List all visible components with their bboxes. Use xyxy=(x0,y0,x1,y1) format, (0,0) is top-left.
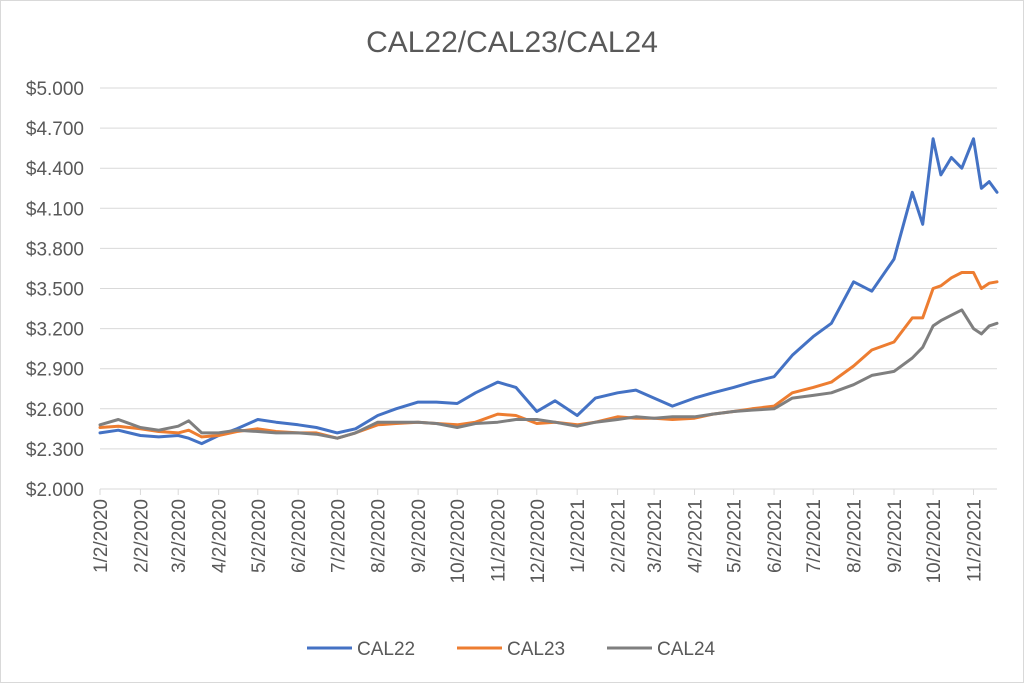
y-tick-label: $4.400 xyxy=(26,159,84,180)
y-tick-label: $2.300 xyxy=(26,440,84,461)
x-tick-label: 9/2/2021 xyxy=(885,499,906,573)
y-tick-label: $2.000 xyxy=(26,480,84,501)
x-tick-label: 7/2/2020 xyxy=(328,499,349,573)
axes xyxy=(99,488,997,495)
x-tick-label: 11/2/2020 xyxy=(489,499,510,582)
series-line-cal23 xyxy=(98,271,999,440)
y-tick-label: $4.700 xyxy=(26,119,84,140)
x-tick-label: 4/2/2021 xyxy=(686,499,707,573)
y-tick-label: $3.200 xyxy=(26,320,84,341)
x-tick-label: 10/2/2020 xyxy=(448,499,469,584)
x-tick-label: 8/2/2020 xyxy=(369,499,390,573)
chart-title: CAL22/CAL23/CAL24 xyxy=(366,26,658,59)
y-tick-label: $2.600 xyxy=(26,400,84,421)
x-tick-label: 12/2/2020 xyxy=(528,499,549,584)
x-tick-label: 2/2/2020 xyxy=(131,499,152,573)
y-tick-label: $3.800 xyxy=(26,239,84,260)
x-tick-label: 7/2/2021 xyxy=(804,499,825,573)
x-axis-tick-labels: 1/2/2020 2/2/2020 3/2/2020 4/2/2020 5/2/2020… xyxy=(91,499,986,584)
x-tick-label: 9/2/2020 xyxy=(409,499,430,573)
legend-label-cal24: CAL24 xyxy=(657,639,716,660)
x-tick-label: 5/2/2020 xyxy=(249,499,270,573)
x-tick-label: 5/2/2021 xyxy=(725,499,746,573)
gridlines xyxy=(100,87,997,450)
x-tick-label: 10/2/2021 xyxy=(924,499,945,584)
x-tick-label: 6/2/2020 xyxy=(289,499,310,573)
x-tick-label: 2/2/2021 xyxy=(609,499,630,573)
legend-label-cal22: CAL22 xyxy=(357,639,415,660)
y-tick-label: $4.100 xyxy=(26,199,84,220)
series-lines xyxy=(98,137,999,446)
x-tick-label: 6/2/2021 xyxy=(765,499,786,573)
x-tick-label: 3/2/2020 xyxy=(169,499,190,573)
legend: CAL22 CAL23 CAL24 xyxy=(307,639,716,660)
series-line-cal22 xyxy=(98,137,999,446)
x-tick-label: 4/2/2020 xyxy=(210,499,231,573)
y-tick-label: $5.000 xyxy=(26,79,84,100)
series-line-cal24 xyxy=(98,308,999,440)
x-tick-label: 11/2/2021 xyxy=(965,499,986,582)
y-axis-tick-labels: $2.000 $2.300 $2.600 $2.900 $3.200 $3.500 $3.8… xyxy=(26,79,84,501)
x-tick-label: 8/2/2021 xyxy=(845,499,866,573)
x-tick-label: 3/2/2021 xyxy=(645,499,666,573)
y-tick-label: $3.500 xyxy=(26,280,84,301)
legend-label-cal23: CAL23 xyxy=(507,639,565,660)
x-tick-label: 1/2/2021 xyxy=(568,499,589,573)
y-tick-label: $2.900 xyxy=(26,360,84,381)
x-tick-label: 1/2/2020 xyxy=(91,499,112,573)
